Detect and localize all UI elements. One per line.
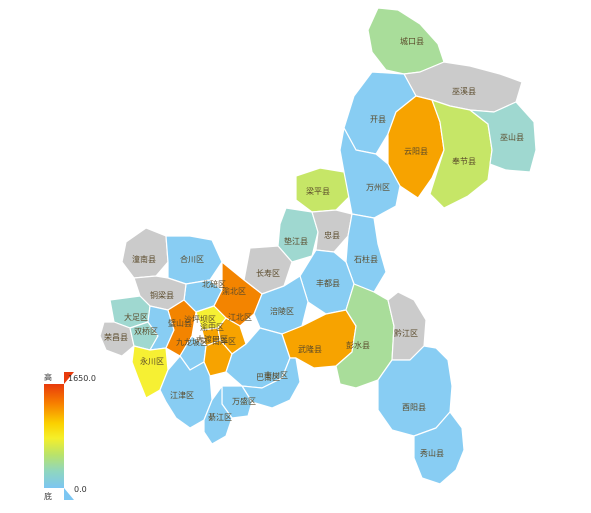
legend-min-value: 0.0 — [74, 485, 87, 494]
district-wanzhou[interactable] — [339, 127, 401, 219]
legend-high-label: 高 — [44, 372, 52, 382]
district-kai[interactable] — [343, 71, 417, 155]
legend-top-handle[interactable] — [64, 372, 74, 384]
district-zhong[interactable] — [311, 209, 353, 253]
district-regions — [99, 7, 537, 485]
district-rongchang[interactable] — [99, 321, 135, 357]
visual-map-legend: 高 1650.0 0.0 底 — [44, 372, 96, 501]
district-xiushan[interactable] — [413, 411, 465, 485]
legend-color-bar[interactable] — [44, 384, 64, 488]
district-youyang[interactable] — [377, 345, 453, 437]
district-fengjie[interactable] — [429, 99, 493, 209]
district-liangping[interactable] — [295, 167, 351, 213]
legend-max-value: 1650.0 — [68, 374, 96, 383]
district-nanchuan[interactable] — [241, 357, 301, 409]
district-chengkou[interactable] — [367, 7, 445, 75]
district-wushan[interactable] — [469, 101, 537, 173]
district-qijiang[interactable] — [203, 385, 233, 445]
legend-bottom-handle[interactable] — [64, 488, 74, 500]
district-jiangjin[interactable] — [159, 355, 213, 429]
legend-low-label: 底 — [44, 491, 52, 501]
district-hechuan[interactable] — [165, 235, 223, 285]
district-tongnan[interactable] — [121, 227, 169, 279]
